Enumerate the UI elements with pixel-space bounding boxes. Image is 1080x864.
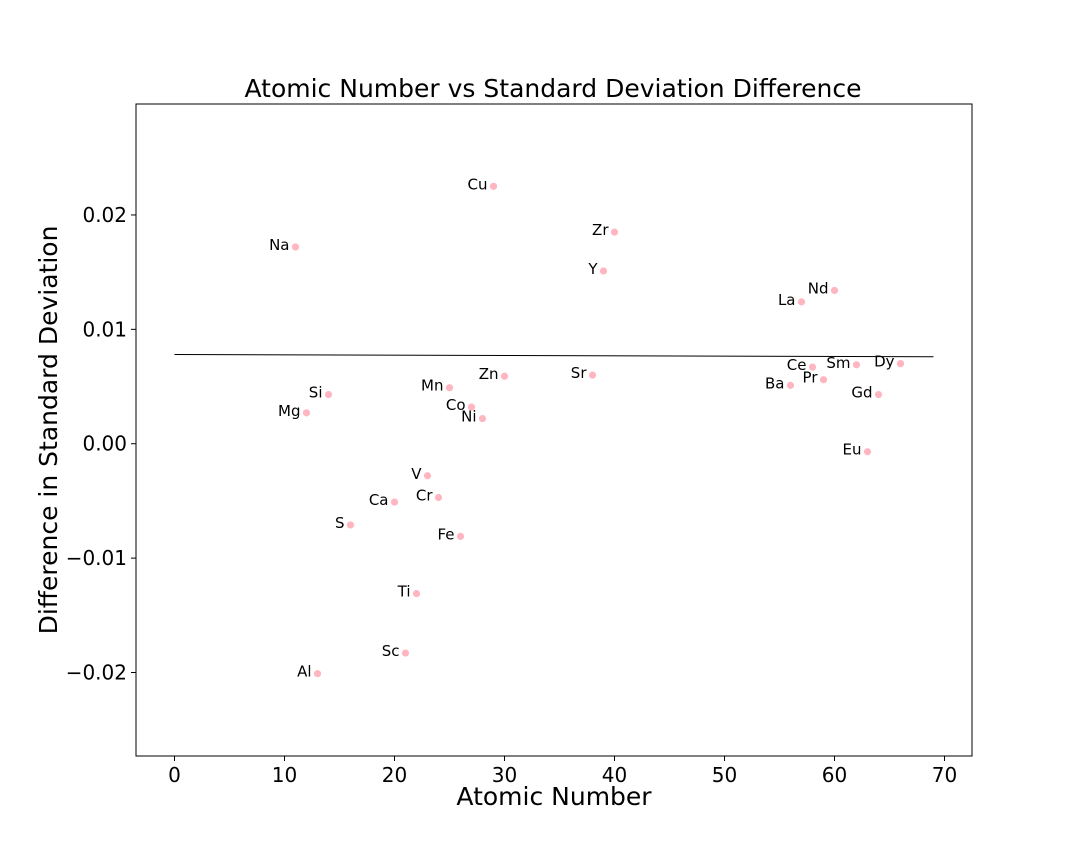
data-point-na <box>291 243 300 251</box>
y-tick-label: −0.02 <box>66 660 127 684</box>
data-point-sr <box>588 371 597 379</box>
y-tick-label: 0.02 <box>82 203 127 227</box>
point-label-la: La <box>778 291 796 309</box>
x-tick-label: 10 <box>272 763 297 787</box>
x-tick-label: 50 <box>712 763 737 787</box>
x-tick-label: 0 <box>168 763 181 787</box>
data-point-cu <box>489 182 498 190</box>
data-point-gd <box>874 390 883 399</box>
x-tick-label: 30 <box>492 763 517 787</box>
x-tick-label: 40 <box>602 763 627 787</box>
point-label-ba: Ba <box>765 374 784 392</box>
y-axis-title: Difference in Standard Deviation <box>34 226 63 635</box>
point-label-cu: Cu <box>468 175 488 193</box>
data-point-ni <box>478 414 487 423</box>
x-tick-label: 70 <box>932 763 957 787</box>
point-label-ce: Ce <box>787 356 807 374</box>
point-label-gd: Gd <box>851 384 872 402</box>
data-point-cr <box>434 493 443 502</box>
data-point-ti <box>412 589 421 598</box>
point-label-y: Y <box>587 260 598 278</box>
data-point-sm <box>852 361 861 369</box>
point-label-cr: Cr <box>416 486 433 504</box>
y-tick-label: 0.01 <box>82 317 127 341</box>
trend-line <box>174 354 934 358</box>
point-label-v: V <box>411 465 422 483</box>
data-point-v <box>423 472 432 480</box>
data-point-ba <box>786 381 795 389</box>
point-label-mn: Mn <box>421 377 443 395</box>
plot-frame <box>135 103 973 757</box>
point-label-co: Co <box>446 396 466 414</box>
data-point-nd <box>830 286 839 295</box>
point-label-pr: Pr <box>803 369 819 387</box>
data-point-dy <box>896 360 905 368</box>
x-axis-title: Atomic Number <box>456 782 652 811</box>
point-label-s: S <box>335 514 345 532</box>
point-label-sr: Sr <box>571 364 588 382</box>
point-label-si: Si <box>309 384 323 402</box>
point-label-sm: Sm <box>826 354 850 372</box>
data-point-si <box>324 390 333 399</box>
data-point-s <box>346 521 355 529</box>
x-tick-label: 60 <box>822 763 847 787</box>
point-label-dy: Dy <box>874 353 895 371</box>
point-label-sc: Sc <box>382 642 400 660</box>
point-label-nd: Nd <box>808 279 829 297</box>
data-point-la <box>797 298 806 306</box>
point-label-ni: Ni <box>461 408 476 426</box>
data-point-y <box>599 267 608 275</box>
point-label-al: Al <box>297 663 311 681</box>
x-axis: 0 10 20 30 40 50 60 70 <box>168 756 957 787</box>
data-point-co <box>467 403 476 411</box>
data-point-pr <box>819 376 828 384</box>
y-tick-label: 0.00 <box>82 432 127 456</box>
y-axis: −0.02 −0.01 0.00 0.01 0.02 <box>66 203 136 684</box>
data-point-zn <box>500 372 509 380</box>
point-label-zn: Zn <box>479 365 499 383</box>
point-label-ti: Ti <box>397 583 411 601</box>
point-label-na: Na <box>269 236 289 254</box>
point-label-ca: Ca <box>369 491 389 509</box>
data-point-mg <box>302 409 311 417</box>
data-point-ce <box>808 363 817 371</box>
data-point-mn <box>445 384 454 392</box>
data-point-al <box>313 670 322 678</box>
data-point-ca <box>390 498 399 506</box>
data-point-zr <box>610 228 619 236</box>
point-label-mg: Mg <box>278 402 300 420</box>
point-label-zr: Zr <box>592 221 609 239</box>
point-label-fe: Fe <box>437 525 454 543</box>
data-point-eu <box>863 448 872 456</box>
data-point-fe <box>456 532 465 540</box>
point-label-eu: Eu <box>843 441 862 459</box>
x-tick-label: 20 <box>382 763 407 787</box>
data-point-sc <box>401 649 410 657</box>
chart-title: Atomic Number vs Standard Deviation Diff… <box>245 74 862 103</box>
y-tick-label: −0.01 <box>66 546 127 570</box>
